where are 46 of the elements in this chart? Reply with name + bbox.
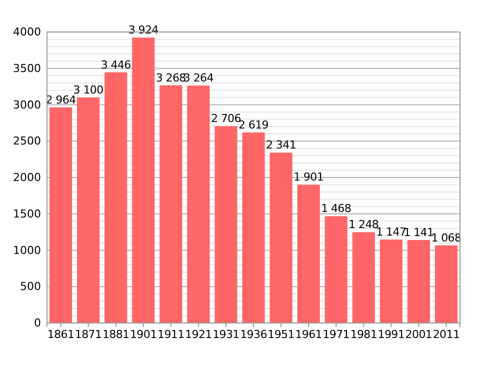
bar bbox=[434, 245, 458, 323]
bar bbox=[407, 240, 430, 323]
x-tick-label: 1961 bbox=[295, 328, 322, 341]
bar bbox=[187, 86, 210, 323]
y-tick-label: 2500 bbox=[13, 134, 41, 148]
data-label: 1 248 bbox=[348, 218, 379, 232]
y-tick-label: 1500 bbox=[13, 207, 41, 220]
bar bbox=[132, 38, 155, 323]
data-label: 1 468 bbox=[321, 202, 352, 216]
x-tick-label: 2001 bbox=[405, 328, 432, 341]
y-tick-label: 3000 bbox=[13, 98, 41, 112]
x-tick-label: 1861 bbox=[47, 328, 74, 341]
x-tick-label: 1931 bbox=[212, 328, 240, 341]
bar bbox=[242, 132, 265, 323]
bar bbox=[380, 240, 402, 323]
bar bbox=[324, 216, 348, 323]
y-tick-label: 4000 bbox=[13, 26, 41, 39]
y-tick-label: 2000 bbox=[13, 171, 41, 184]
bar bbox=[214, 126, 238, 323]
y-tick-label: 3500 bbox=[13, 62, 41, 75]
x-tick-label: 1881 bbox=[102, 328, 130, 341]
data-label: 3 446 bbox=[100, 58, 132, 72]
bar bbox=[352, 232, 375, 323]
y-tick-label: 0 bbox=[34, 316, 41, 330]
data-label: 3 100 bbox=[73, 83, 104, 96]
x-tick-label: 1911 bbox=[158, 328, 184, 341]
x-tick-label: 1921 bbox=[185, 328, 212, 341]
data-label: 2 706 bbox=[210, 112, 242, 126]
bar bbox=[297, 184, 320, 323]
y-tick-label: 1000 bbox=[13, 244, 41, 257]
bar bbox=[77, 97, 100, 323]
x-tick-label: 1901 bbox=[130, 328, 157, 341]
x-tick-label: 1971 bbox=[322, 328, 350, 341]
x-tick-label: 1871 bbox=[74, 328, 102, 341]
data-label: 1 901 bbox=[294, 170, 324, 184]
x-tick-label: 1951 bbox=[268, 328, 294, 341]
bar bbox=[104, 72, 128, 323]
x-tick-label: 1991 bbox=[378, 328, 405, 341]
y-tick-label: 500 bbox=[20, 280, 41, 294]
x-tick-label: 1936 bbox=[240, 328, 268, 341]
x-tick-label: 2011 bbox=[432, 328, 460, 341]
data-label: 2 341 bbox=[266, 138, 296, 152]
bar bbox=[270, 152, 292, 323]
bar bbox=[49, 107, 72, 323]
bar bbox=[160, 85, 182, 323]
x-tick-label: 1981 bbox=[350, 328, 378, 341]
